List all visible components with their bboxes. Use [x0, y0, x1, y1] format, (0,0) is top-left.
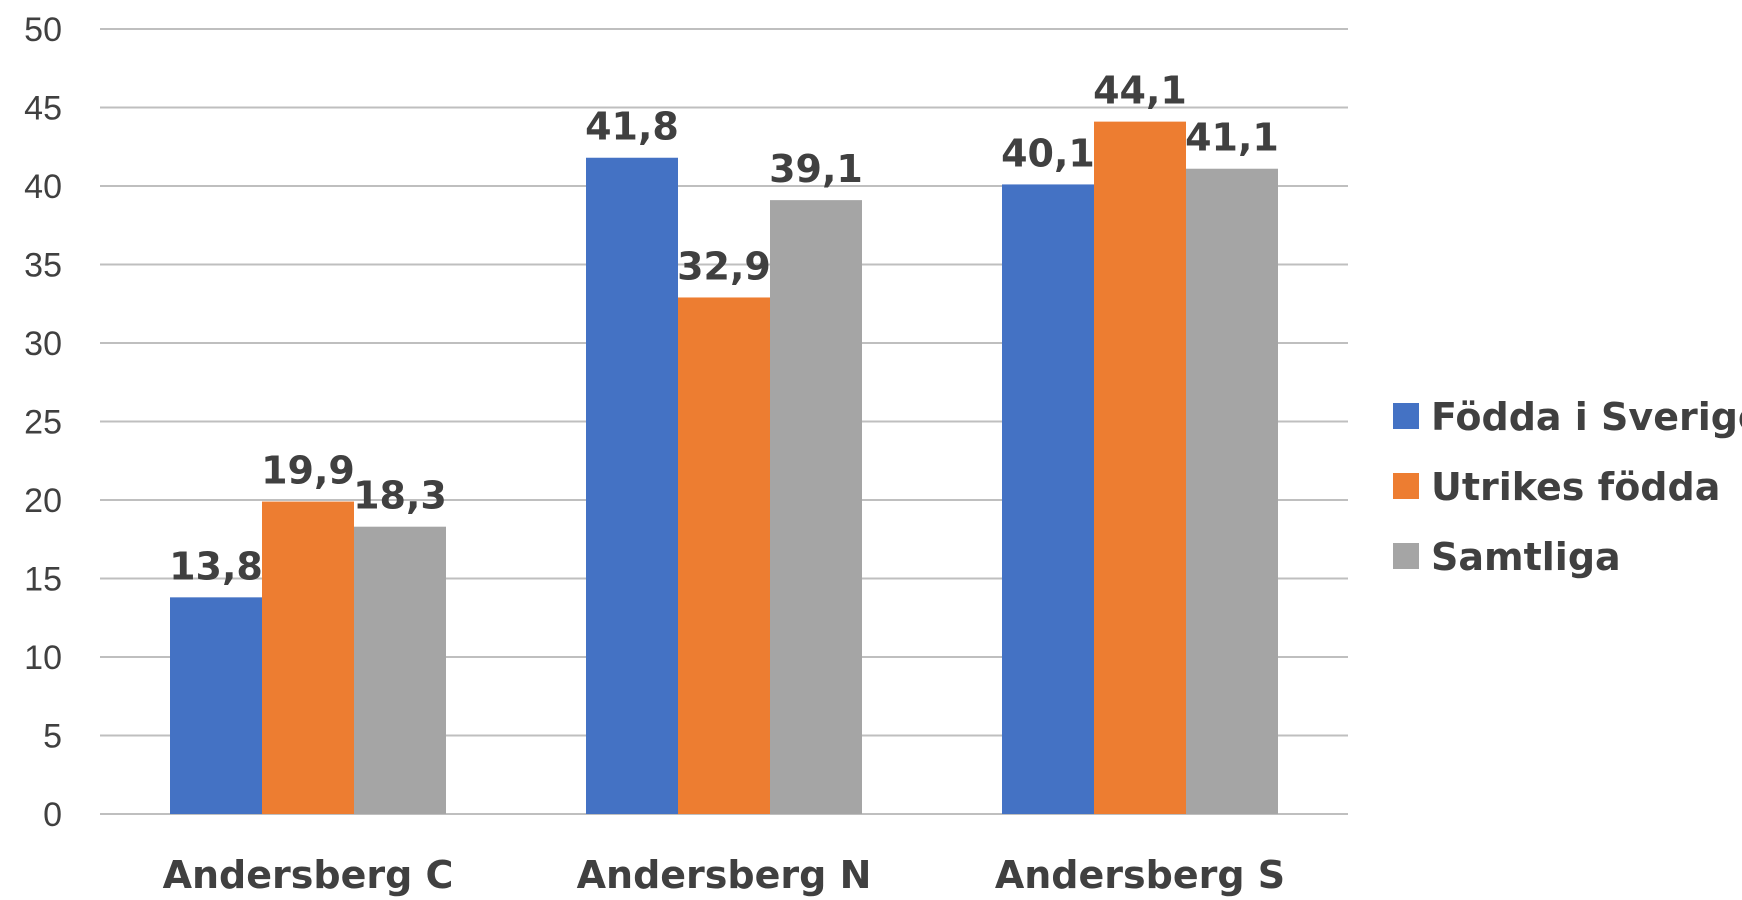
data-label: 40,1 — [1001, 131, 1095, 175]
data-label: 41,1 — [1185, 116, 1279, 160]
bar — [770, 200, 862, 814]
bar — [1002, 184, 1094, 814]
bar — [586, 157, 678, 815]
x-axis: Andersberg C Andersberg N Andersberg S — [163, 853, 1286, 897]
y-tick-label: 25 — [24, 404, 62, 442]
y-tick-label: 40 — [24, 168, 62, 206]
data-label: 18,3 — [353, 474, 447, 518]
y-tick-label: 45 — [24, 90, 62, 128]
legend-label: Födda i Sverige — [1431, 395, 1742, 439]
bar — [262, 501, 354, 814]
category-label: Andersberg S — [995, 853, 1285, 897]
data-label: 13,8 — [169, 544, 263, 588]
y-tick-label: 15 — [24, 561, 62, 599]
bar — [678, 297, 770, 815]
bar — [1186, 168, 1278, 815]
data-label: 32,9 — [677, 244, 771, 288]
y-tick-label: 10 — [24, 639, 62, 677]
legend-swatch — [1393, 473, 1419, 499]
bars — [170, 121, 1278, 815]
y-tick-label: 20 — [24, 482, 62, 520]
legend: Födda i Sverige Utrikes födda Samtliga — [1393, 395, 1742, 579]
category-label: Andersberg C — [163, 853, 454, 897]
legend-swatch — [1393, 403, 1419, 429]
data-labels: 13,8 19,918,3 41,8 32,9 39,1 40,1 44,141,1 — [169, 69, 1279, 589]
y-axis: 0 5 10 15 20 25 30 35 40 45 50 — [24, 11, 62, 834]
bar — [1094, 121, 1186, 814]
y-tick-label: 35 — [24, 247, 62, 285]
data-label: 39,1 — [769, 147, 863, 191]
legend-label: Utrikes födda — [1431, 465, 1720, 509]
y-tick-label: 0 — [43, 796, 62, 834]
data-label: 41,8 — [585, 105, 679, 149]
bar — [170, 597, 262, 814]
y-tick-label: 30 — [24, 325, 62, 363]
data-label: 44,1 — [1093, 69, 1187, 113]
bar — [354, 526, 446, 814]
y-tick-label: 5 — [43, 718, 62, 756]
legend-swatch — [1393, 543, 1419, 569]
y-tick-label: 50 — [24, 11, 62, 49]
legend-label: Samtliga — [1431, 535, 1621, 579]
data-label: 19,9 — [261, 449, 355, 493]
category-label: Andersberg N — [577, 853, 872, 897]
